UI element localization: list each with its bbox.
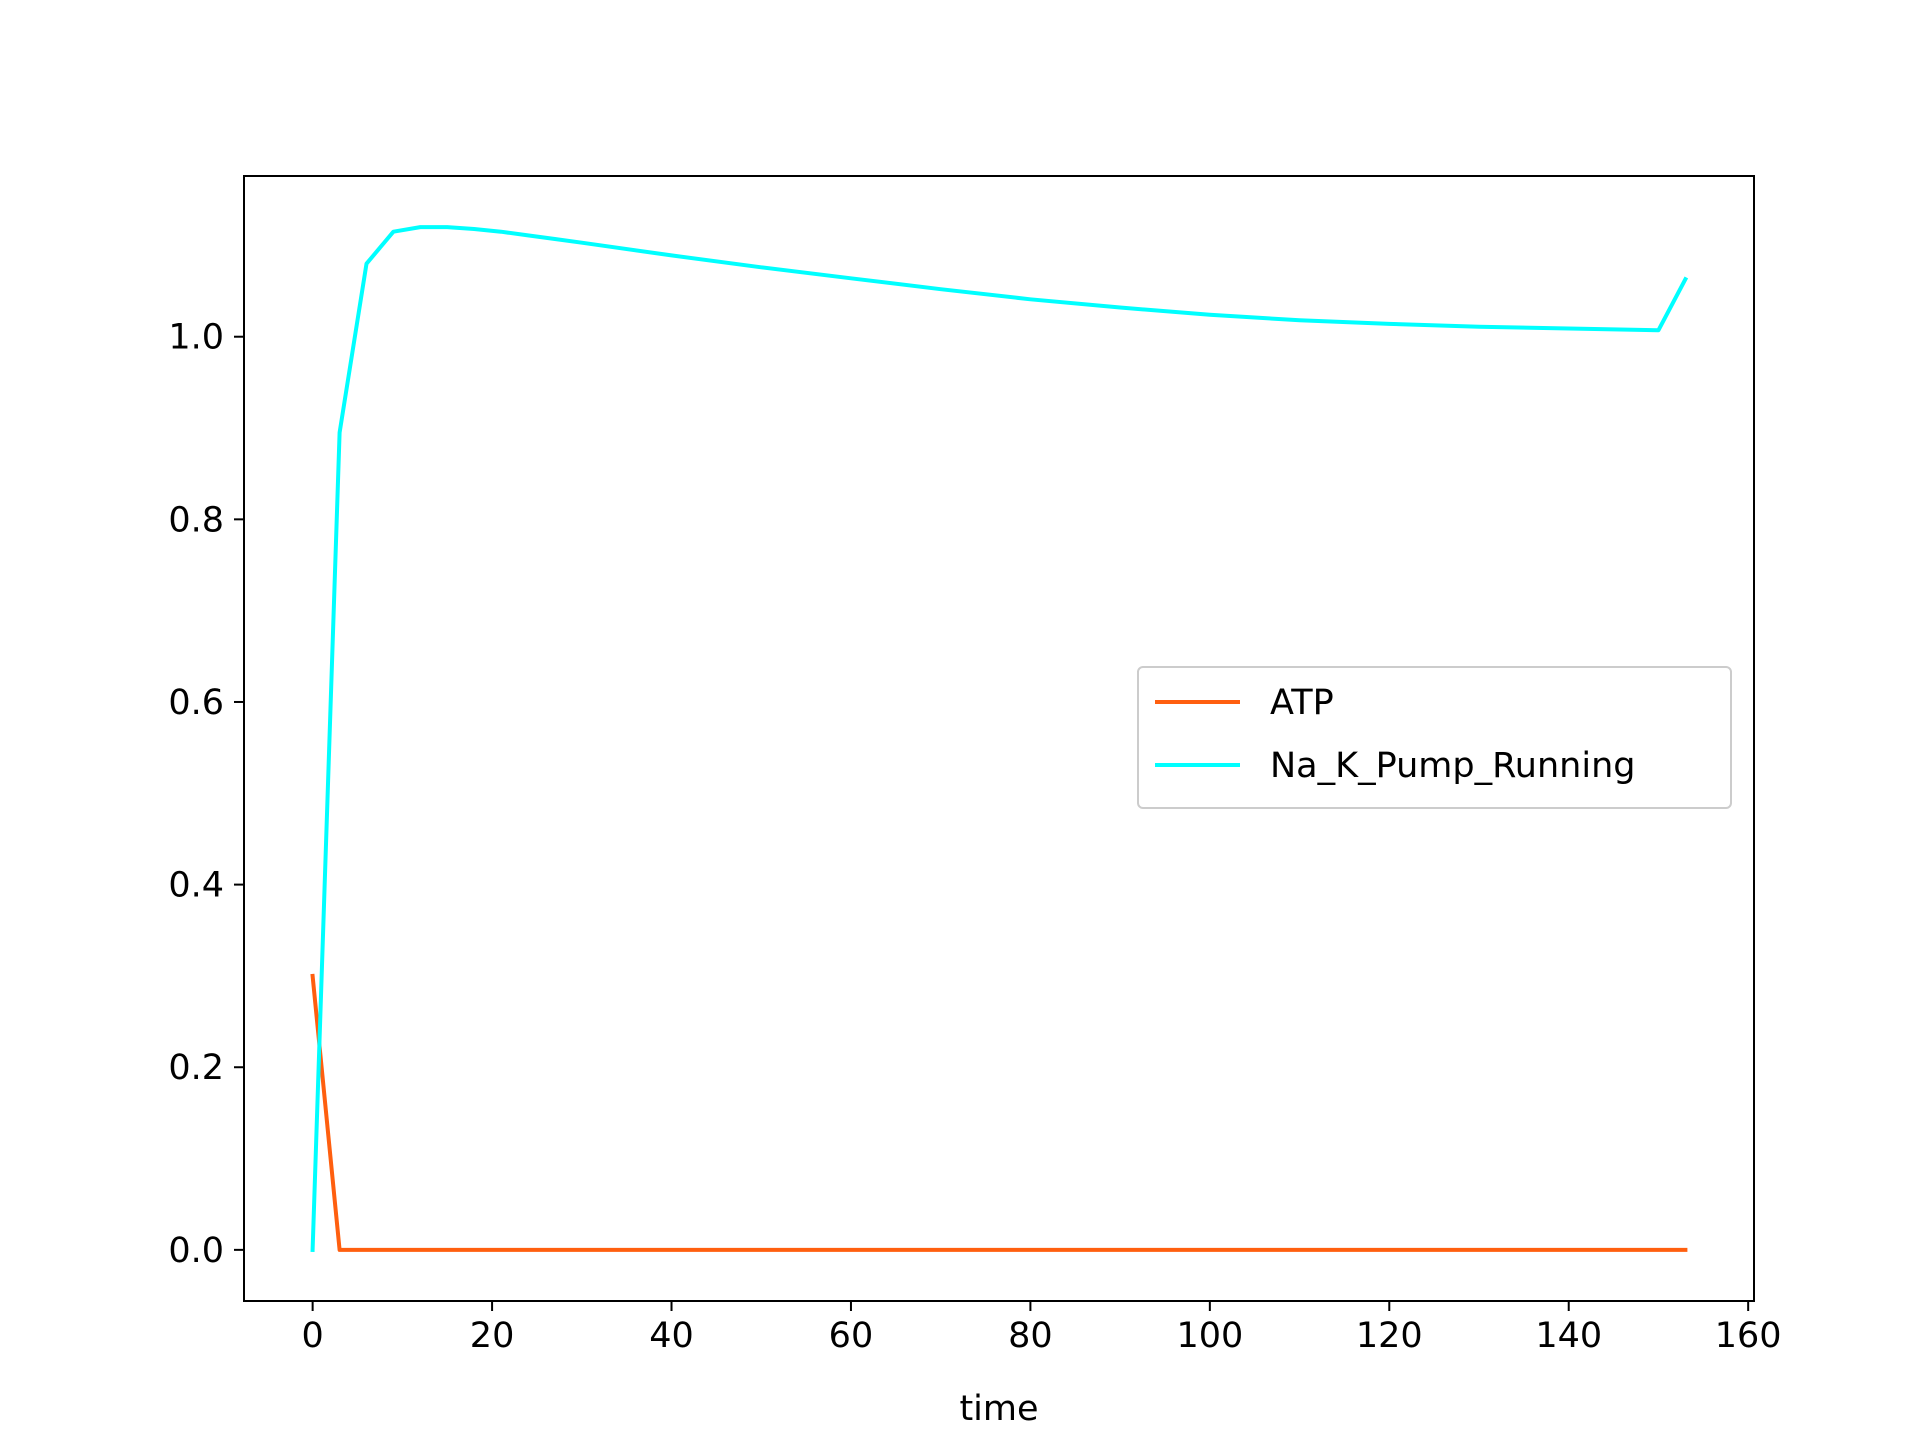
y-tick-label: 0.4 (168, 866, 224, 906)
legend-label-0: ATP (1270, 683, 1334, 723)
plot-frame (243, 175, 1755, 1302)
x-axis: 0 20 40 60 80 100 120 140 160 (301, 1301, 1782, 1356)
x-axis-label: time (959, 1389, 1038, 1429)
x-tick-label: 20 (470, 1316, 515, 1356)
x-tick-label: 120 (1356, 1316, 1423, 1356)
y-tick-label: 0.0 (168, 1231, 224, 1271)
x-tick-label: 100 (1176, 1316, 1243, 1356)
legend: ATP Na_K_Pump_Running (1137, 666, 1732, 809)
x-tick-label: 60 (829, 1316, 874, 1356)
y-tick-label: 0.8 (168, 500, 224, 540)
series-layer (310, 225, 1689, 1252)
series-line-0 (310, 973, 1688, 1252)
x-tick-label: 40 (649, 1316, 694, 1356)
y-axis: 0.0 0.2 0.4 0.6 0.8 1.0 (168, 318, 244, 1271)
y-tick-label: 0.6 (168, 683, 224, 723)
legend-label-1: Na_K_Pump_Running (1270, 746, 1635, 786)
y-tick-label: 1.0 (168, 318, 224, 358)
legend-frame (1137, 666, 1732, 809)
y-tick-label: 0.2 (168, 1048, 224, 1088)
legend-items: ATP Na_K_Pump_Running (1155, 683, 1635, 786)
x-tick-label: 140 (1535, 1316, 1602, 1356)
series-line-1 (310, 225, 1689, 1252)
x-tick-label: 0 (301, 1316, 323, 1356)
x-tick-label: 160 (1715, 1316, 1782, 1356)
x-tick-label: 80 (1008, 1316, 1053, 1356)
